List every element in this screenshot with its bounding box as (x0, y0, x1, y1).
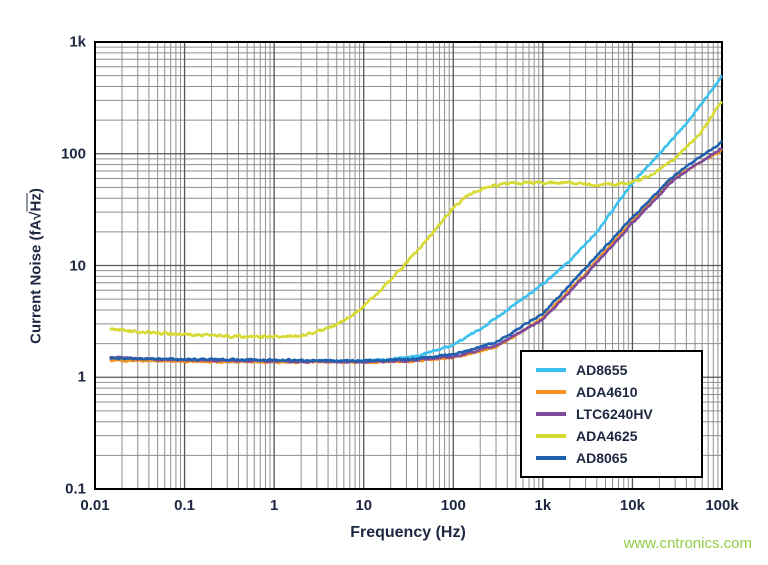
legend: AD8655 ADA4610 LTC6240HV ADA4625 AD8065 (520, 350, 703, 478)
y-tick-label: 10 (69, 257, 86, 274)
legend-label: LTC6240HV (576, 406, 653, 422)
y-tick-label: 1 (77, 368, 86, 386)
series-line-ADA4625 (109, 101, 723, 340)
plot-border (94, 41, 723, 490)
legend-item-LTC6240HV: LTC6240HV (536, 405, 687, 423)
legend-label: ADA4625 (576, 428, 638, 444)
y-tick-label: 1k (69, 33, 86, 51)
y-tick-label: 100 (60, 145, 86, 163)
legend-swatch (536, 434, 566, 438)
y-axis-label-overline: Hz (27, 193, 45, 212)
y-axis-label: Current Noise (fA√Hz) (28, 188, 45, 344)
x-tick-label: 10k (619, 497, 645, 514)
legend-item-ADA4625: ADA4625 (536, 427, 687, 445)
legend-swatch (536, 390, 566, 394)
y-axis-label-prefix: Current Noise (fA (27, 219, 45, 344)
watermark: www.cntronics.com (623, 535, 752, 552)
x-tick-label: 10 (355, 497, 373, 514)
sqrt-symbol: √ (27, 211, 45, 220)
legend-swatch (536, 456, 566, 460)
x-tick-label: 100k (705, 497, 739, 514)
series-line-LTC6240HV (109, 147, 723, 364)
x-tick-label: 1k (534, 497, 552, 514)
x-tick-label: 100 (440, 497, 466, 514)
legend-item-AD8655: AD8655 (536, 361, 687, 379)
series-line-AD8065 (109, 140, 723, 364)
legend-swatch (536, 412, 566, 416)
legend-swatch (536, 368, 566, 372)
x-axis-label: Frequency (Hz) (350, 524, 466, 541)
y-tick-label: 0.1 (65, 480, 86, 498)
legend-label: AD8655 (576, 362, 628, 378)
y-axis-label-suffix: ) (27, 188, 45, 194)
x-tick-label: 1 (269, 497, 279, 514)
legend-label: ADA4610 (576, 384, 638, 400)
legend-item-ADA4610: ADA4610 (536, 383, 687, 401)
legend-label: AD8065 (576, 450, 628, 466)
x-tick-label: 0.01 (80, 497, 110, 514)
legend-item-AD8065: AD8065 (536, 449, 687, 467)
x-tick-label: 0.1 (174, 497, 195, 514)
